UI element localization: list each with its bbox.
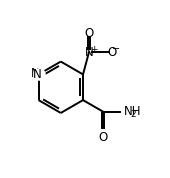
- Text: O: O: [107, 46, 117, 59]
- Text: N: N: [31, 67, 40, 80]
- Text: O: O: [84, 27, 94, 40]
- Text: +: +: [90, 45, 97, 54]
- Text: NH: NH: [123, 105, 141, 118]
- Text: O: O: [98, 131, 108, 144]
- Text: N: N: [33, 68, 41, 81]
- Text: −: −: [112, 44, 120, 54]
- Text: N: N: [85, 46, 93, 59]
- Text: 2: 2: [131, 109, 136, 119]
- Bar: [34, 72, 41, 77]
